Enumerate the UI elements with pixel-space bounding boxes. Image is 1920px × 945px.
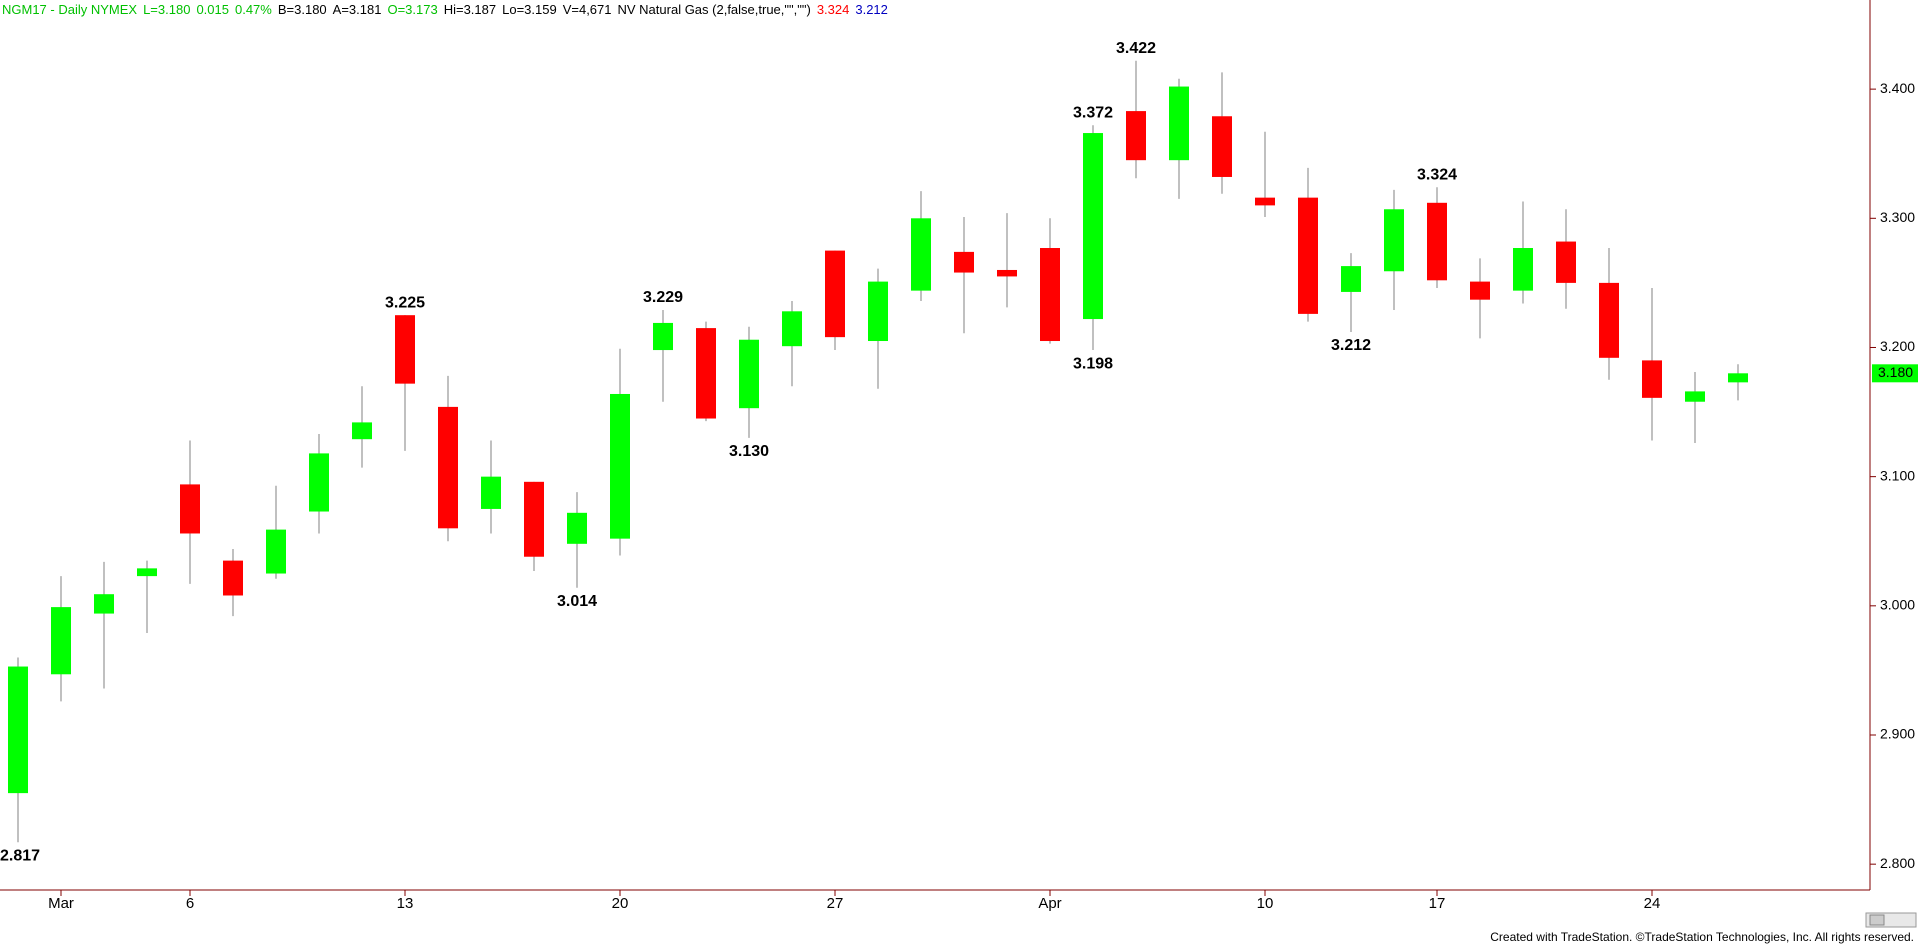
header-item: V=4,671 [563,2,612,17]
candle-body [223,560,243,596]
candle-body [1470,281,1490,300]
scroll-thumb[interactable] [1869,914,1885,926]
candle-body [395,315,415,384]
footer: Created with TradeStation. ©TradeStation… [1490,930,1914,944]
candle-body [481,476,501,509]
candle-body [1556,241,1576,283]
candle-body [653,322,673,351]
header-item: Lo=3.159 [502,2,557,17]
candle-body [51,607,71,675]
high-label: 3.229 [643,289,683,306]
header-item: 3.324 [817,2,850,17]
header-item: O=3.173 [387,2,437,17]
y-tick-label: 3.300 [1880,209,1915,225]
y-tick-label: 3.400 [1880,80,1915,96]
header-item: 0.015 [196,2,229,17]
candle-body [1083,133,1103,320]
high-label: 3.225 [385,294,425,311]
x-tick-label: 24 [1644,895,1661,912]
candle-body [954,251,974,273]
low-label: 2.817 [0,847,40,864]
candle-body [1384,209,1404,272]
candle-body [524,481,544,557]
candle-body [1169,86,1189,161]
header-item: 0.47% [235,2,272,17]
candle-body [1341,266,1361,292]
candle-body [825,250,845,338]
candle-body [567,512,587,544]
x-tick-label: 17 [1429,895,1446,912]
candle-body [1599,282,1619,358]
x-tick-label: Mar [48,895,74,912]
y-tick-label: 2.900 [1880,726,1915,742]
candle-body [1642,360,1662,398]
header-item: NV Natural Gas (2,false,true,"","") [618,2,811,17]
low-label: 3.198 [1073,355,1113,372]
x-tick-label: 6 [186,895,194,912]
y-tick-label: 2.800 [1880,855,1915,871]
x-tick-label: 20 [612,895,629,912]
candle-body [739,339,759,409]
candle-body [137,568,157,577]
candle-body [1298,197,1318,314]
x-tick-label: 13 [397,895,414,912]
last-price-box [1872,364,1918,383]
x-tick-label: 10 [1257,895,1274,912]
high-label: 3.372 [1073,105,1113,122]
candle-body [309,453,329,512]
candle-body [1040,248,1060,342]
candle-body [352,422,372,440]
candle-body [8,666,28,794]
low-label: 3.130 [729,443,769,460]
header-item: L=3.180 [143,2,190,17]
low-label: 3.014 [557,593,597,610]
candle-body [997,269,1017,277]
candle-body [911,218,931,291]
candle-body [266,529,286,574]
candle-body [1126,111,1146,161]
candle-body [868,281,888,342]
candle-body [1728,373,1748,383]
header-item: NGM17 - Daily NYMEX [2,2,137,17]
y-tick-label: 3.100 [1880,467,1915,483]
candle-body [94,594,114,614]
last-price-label: 3.180 [1878,364,1913,380]
x-tick-label: Apr [1038,895,1061,912]
y-tick-label: 3.000 [1880,597,1915,613]
header-item: B=3.180 [278,2,327,17]
header: NGM17 - Daily NYMEX L=3.180 0.015 0.47% B=3.… [2,2,888,17]
candle-body [1685,391,1705,402]
candle-body [1427,202,1447,281]
header-item: 3.212 [855,2,888,17]
candle-body [1513,248,1533,291]
header-item: A=3.181 [333,2,382,17]
header-item: Hi=3.187 [444,2,496,17]
candle-body [1255,197,1275,206]
candle-body [180,484,200,534]
high-label: 3.422 [1116,40,1156,57]
y-tick-label: 3.200 [1880,338,1915,354]
high-label: 3.324 [1417,167,1457,184]
candle-body [1212,116,1232,177]
low-label: 3.212 [1331,337,1371,354]
candle-body [782,311,802,347]
candle-body [696,328,716,419]
candle-body [610,393,630,539]
candle-body [438,406,458,529]
x-tick-label: 27 [827,895,844,912]
